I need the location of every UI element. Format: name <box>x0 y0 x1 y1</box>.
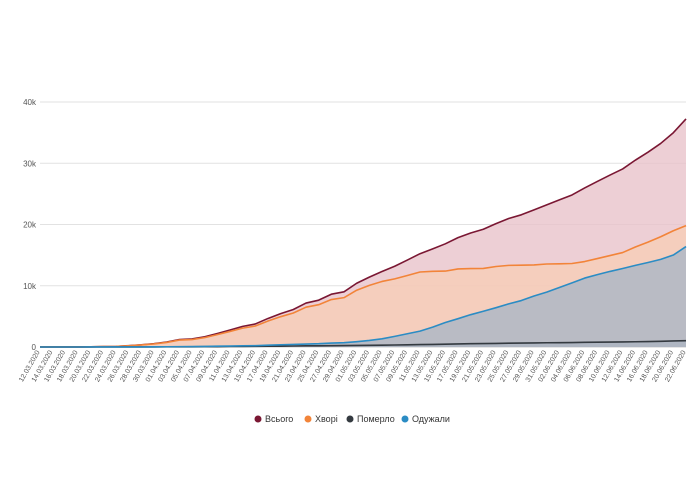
series-line-1[interactable] <box>39 224 687 348</box>
legend-item-3[interactable]: Одужали <box>401 414 450 424</box>
series-line-3[interactable] <box>40 245 687 348</box>
legend-marker <box>254 415 262 423</box>
series-area-3 <box>40 246 686 347</box>
y-tick-label: 10k <box>23 282 37 291</box>
x-axis: 12.03.202014.03.202016.03.202018.03.2020… <box>18 349 688 383</box>
y-tick-label: 30k <box>23 159 37 168</box>
legend-marker <box>401 415 409 423</box>
legend-label: Одужали <box>412 414 450 424</box>
legend-item-2[interactable]: Померло <box>346 414 395 424</box>
legend-marker <box>346 415 354 423</box>
series-areas <box>40 118 686 348</box>
legend-item-1[interactable]: Хворі <box>304 414 338 424</box>
legend-label: Померло <box>357 414 395 424</box>
legend-item-0[interactable]: Всього <box>254 414 294 424</box>
y-tick-label: 40k <box>23 98 37 107</box>
y-axis: 0 10k 20k 30k 40k <box>23 98 37 352</box>
legend-label: Всього <box>265 414 293 424</box>
legend: Всього Хворі Померло Одужали <box>254 414 450 424</box>
legend-label: Хворі <box>315 414 338 424</box>
legend-marker <box>304 415 312 423</box>
y-tick-label: 0 <box>32 343 37 352</box>
y-tick-label: 20k <box>23 221 37 230</box>
series-lines <box>39 118 687 348</box>
